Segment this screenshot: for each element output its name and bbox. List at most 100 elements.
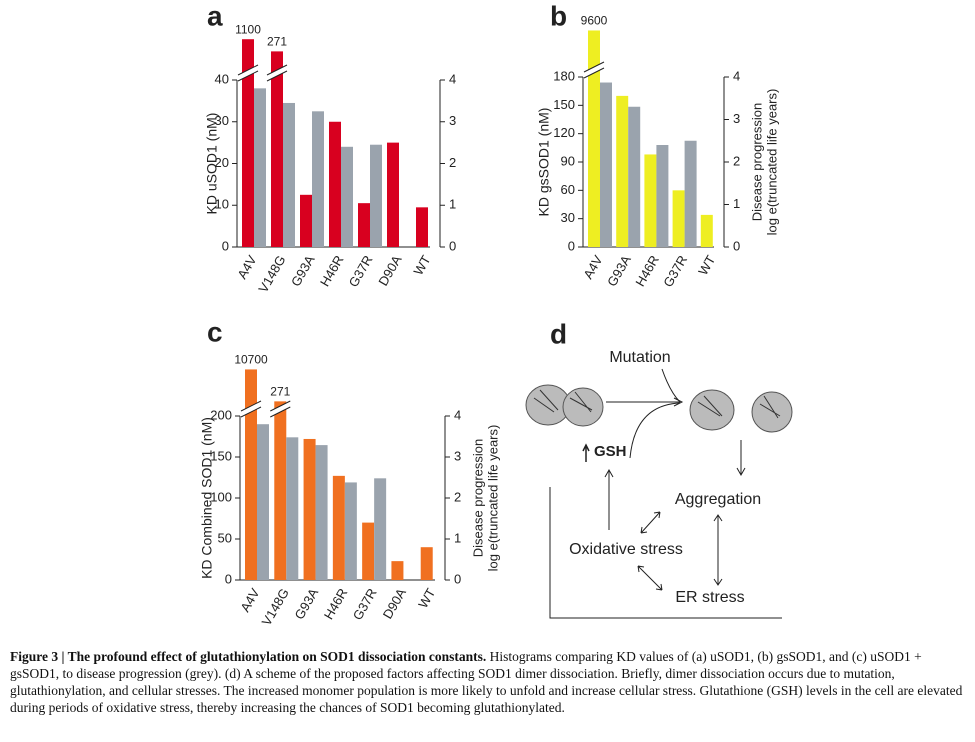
x-tick-label: H46R xyxy=(317,253,347,289)
y-tick-label: 0 xyxy=(222,238,229,253)
bar xyxy=(416,207,428,247)
bar xyxy=(362,522,375,580)
y-tick-label: 150 xyxy=(210,448,232,463)
x-tick-label: G93A xyxy=(292,585,322,622)
y2-axis-label: Disease progression xyxy=(470,439,485,558)
bar xyxy=(391,561,404,580)
bar xyxy=(420,547,433,580)
break-gap xyxy=(236,65,260,81)
bar xyxy=(315,445,328,580)
y2-tick-label: 4 xyxy=(454,407,461,422)
bar xyxy=(656,145,669,247)
bar xyxy=(387,142,399,247)
y-axis-label: KD gsSOD1 (nM) xyxy=(536,108,552,217)
y2-tick-label: 0 xyxy=(454,571,461,586)
x-tick-label: G37R xyxy=(346,253,376,290)
y-tick-label: 100 xyxy=(210,489,232,504)
break-mark xyxy=(266,70,288,82)
break-mark xyxy=(237,70,259,82)
y2-tick-label: 0 xyxy=(733,238,740,253)
y-tick-label: 20 xyxy=(215,155,229,170)
y2-tick-label: 4 xyxy=(449,71,456,86)
x-tick-label: WT xyxy=(695,253,718,278)
y-tick-label: 10 xyxy=(215,197,229,212)
y2-tick-label: 1 xyxy=(454,530,461,545)
panel-label: a xyxy=(207,0,223,31)
y2-tick-label: 3 xyxy=(449,113,456,128)
y-tick-label: 0 xyxy=(568,238,575,253)
break-mark xyxy=(270,400,291,412)
x-tick-label: G93A xyxy=(604,252,634,289)
break-gap xyxy=(265,65,289,81)
bar xyxy=(684,140,697,247)
y-tick-label: 150 xyxy=(553,97,575,112)
break-mark xyxy=(266,64,288,76)
bar xyxy=(644,154,657,247)
x-tick-label: G37R xyxy=(660,253,690,290)
x-tick-label: V148G xyxy=(259,586,292,629)
bar xyxy=(588,30,600,248)
y-tick-label: 90 xyxy=(561,153,575,168)
y-tick-label: 180 xyxy=(553,68,575,83)
y-tick-label: 120 xyxy=(553,125,575,140)
bar xyxy=(245,369,257,580)
arrows xyxy=(549,368,782,619)
y2-tick-label: 3 xyxy=(454,448,461,463)
panel-label: c xyxy=(207,316,223,347)
bar xyxy=(283,102,295,248)
x-tick-label: A4V xyxy=(234,252,259,281)
data-label: 10700 xyxy=(234,353,268,367)
x-tick-label: G37R xyxy=(350,586,380,623)
bar xyxy=(700,214,713,247)
bar xyxy=(254,88,266,247)
y-tick-label: 30 xyxy=(215,113,229,128)
y-tick-label: 60 xyxy=(561,182,575,197)
node-label: Oxidative stress xyxy=(569,541,683,558)
bar xyxy=(374,478,387,580)
y2-tick-label: 0 xyxy=(449,238,456,253)
bar xyxy=(616,95,629,247)
caption-text: Histograms comparing KD values of (a) uS… xyxy=(10,649,963,715)
x-tick-label: H46R xyxy=(321,586,351,622)
node-label: ER stress xyxy=(675,589,744,606)
node-label: GSH xyxy=(594,443,627,460)
break-mark xyxy=(583,61,605,73)
data-label: 1100 xyxy=(235,22,261,36)
break-mark xyxy=(240,406,262,418)
break-gap xyxy=(582,62,606,78)
bar xyxy=(312,111,324,247)
diagram: d Mutation GSH Aggregation Oxidative str… xyxy=(525,318,793,619)
break-gap xyxy=(239,401,263,417)
panel-label: d xyxy=(550,318,567,349)
x-tick-label: WT xyxy=(415,586,438,611)
break-mark xyxy=(240,400,262,412)
break-mark xyxy=(583,67,605,79)
x-tick-label: G93A xyxy=(288,252,318,289)
x-tick-label: V148G xyxy=(255,253,288,296)
x-tick-label: D90A xyxy=(375,252,404,288)
bar xyxy=(628,106,641,247)
x-tick-label: H46R xyxy=(632,253,662,289)
protein-dimer xyxy=(525,384,604,427)
y2-tick-label: 4 xyxy=(733,68,740,83)
x-tick-label: WT xyxy=(410,253,433,278)
data-label: 271 xyxy=(270,385,290,399)
bar xyxy=(257,424,269,580)
bar xyxy=(344,482,357,580)
y2-tick-label: 2 xyxy=(449,155,456,170)
bar xyxy=(274,401,287,580)
bar xyxy=(332,475,345,580)
y2-axis-label: log e(truncated life years) xyxy=(485,425,500,572)
y-axis-label: KD Combined SOD1 (nM) xyxy=(199,417,215,579)
y-tick-label: 30 xyxy=(561,210,575,225)
node-label: Mutation xyxy=(609,349,670,366)
bar xyxy=(672,190,685,247)
x-tick-label: D90A xyxy=(380,585,409,621)
break-mark xyxy=(270,406,291,418)
y-tick-label: 200 xyxy=(210,407,232,422)
caption: Figure 3 | The profound effect of glutat… xyxy=(10,648,968,742)
bar xyxy=(370,144,382,247)
bar xyxy=(271,51,283,248)
bar xyxy=(286,437,299,580)
